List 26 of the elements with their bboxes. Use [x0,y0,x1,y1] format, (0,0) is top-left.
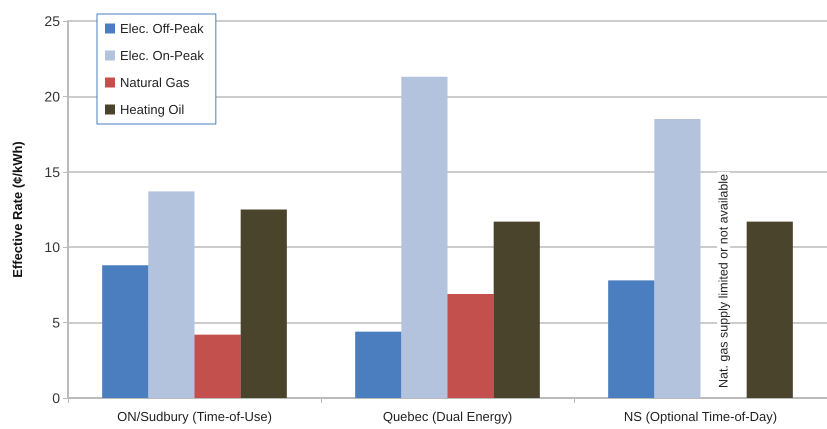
bar [448,294,494,398]
x-tick-label: NS (Optional Time-of-Day) [624,409,778,424]
legend-label: Natural Gas [120,75,190,90]
y-tick-label: 0 [52,390,60,406]
y-tick-label: 25 [44,13,60,29]
bar [355,332,402,398]
y-tick-label: 15 [44,164,60,180]
bar [102,265,148,398]
bar [148,191,194,398]
bar [401,76,448,398]
legend-label: Heating Oil [120,102,184,117]
bar [194,334,241,398]
legend-label: Elec. On-Peak [120,48,204,63]
annotation: Nat. gas supply limited or not available [716,174,731,388]
bar [240,210,287,398]
bar [608,280,654,398]
bar [746,222,793,398]
y-tick-label: 10 [44,239,60,256]
y-axis-title: Effective Rate (¢/kWh) [10,141,25,278]
x-tick-label: ON/Sudbury (Time-of-Use) [117,409,272,424]
y-tick-label: 20 [44,88,60,104]
legend-label: Elec. Off-Peak [120,21,204,36]
y-tick-label: 5 [52,314,60,331]
x-tick-label: Quebec (Dual Energy) [382,409,512,424]
bar [494,222,540,398]
bar [654,119,700,398]
